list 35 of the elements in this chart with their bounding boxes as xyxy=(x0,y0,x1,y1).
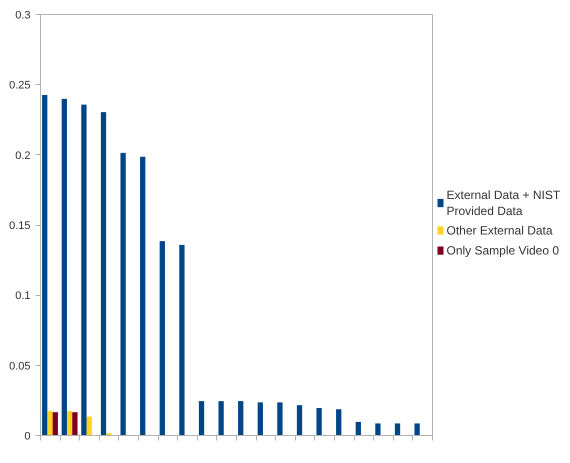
y-tick-label: 0 xyxy=(24,430,31,442)
bar xyxy=(66,411,72,436)
bar xyxy=(47,411,53,436)
bar xyxy=(140,156,146,436)
bar xyxy=(277,402,283,436)
bar xyxy=(414,423,420,436)
bar xyxy=(375,423,381,436)
bar xyxy=(42,95,48,436)
bar xyxy=(198,401,204,436)
y-tick-label: 0.1 xyxy=(15,290,31,302)
bar xyxy=(356,422,361,436)
bar xyxy=(179,244,185,436)
bar xyxy=(52,412,58,436)
bar xyxy=(160,241,165,436)
bar xyxy=(336,409,342,436)
bar xyxy=(86,416,92,436)
legend-label: External Data + NIST Provided Data xyxy=(446,188,561,218)
bar xyxy=(238,401,244,436)
bar xyxy=(100,112,106,436)
bar xyxy=(62,98,67,436)
y-tick-label: 0.15 xyxy=(9,220,31,232)
bar xyxy=(316,408,322,436)
bar xyxy=(394,423,400,436)
bar xyxy=(258,402,263,436)
y-tick-label: 0.25 xyxy=(9,80,31,92)
bar xyxy=(72,412,78,436)
legend-label: Other External Data xyxy=(446,223,553,238)
bar xyxy=(81,104,87,436)
bar xyxy=(218,401,224,436)
legend-label: Only Sample Video 0 xyxy=(446,244,560,258)
bar xyxy=(120,152,126,436)
bar xyxy=(296,405,302,436)
y-tick-label: 0.2 xyxy=(15,150,31,162)
y-tick-label: 0.05 xyxy=(9,360,31,372)
y-tick-label: 0.3 xyxy=(15,10,31,22)
